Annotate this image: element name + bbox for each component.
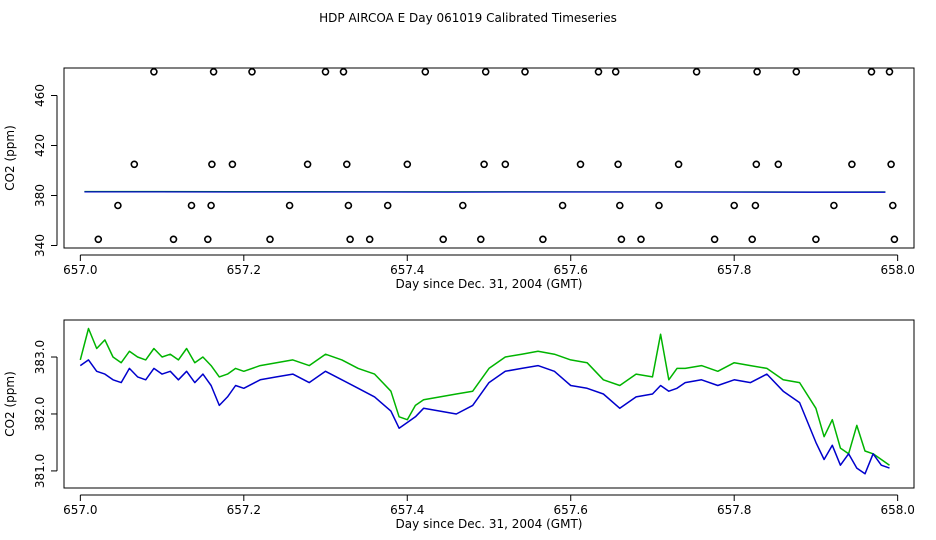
y-axis-title: CO2 (ppm)	[3, 125, 17, 191]
data-point	[187, 201, 196, 210]
y-tick-label: 382.0	[33, 397, 47, 431]
data-point	[812, 235, 820, 244]
data-point	[169, 235, 178, 244]
y-tick-label: 420	[33, 134, 47, 157]
series-line	[79, 359, 890, 475]
data-point	[403, 160, 412, 169]
data-point	[614, 160, 622, 169]
data-point	[710, 235, 719, 244]
x-tick-label: 657.0	[63, 263, 97, 277]
data-point	[521, 68, 529, 76]
x-tick-label: 658.0	[880, 503, 914, 517]
data-point	[480, 160, 488, 169]
x-tick-label: 657.8	[717, 503, 751, 517]
data-point	[753, 68, 761, 76]
data-point	[439, 235, 448, 244]
data-point	[285, 201, 294, 210]
data-point	[476, 235, 485, 244]
series-line	[79, 327, 890, 466]
data-point	[885, 68, 894, 76]
x-tick-label: 657.6	[554, 263, 588, 277]
data-point	[752, 160, 761, 169]
plot-frame	[63, 67, 915, 249]
data-point	[888, 201, 897, 210]
data-point	[637, 235, 645, 244]
y-tick-label: 380	[33, 184, 47, 207]
data-point	[150, 68, 158, 76]
y-tick-label: 340	[33, 234, 47, 257]
data-point	[674, 160, 683, 169]
data-point	[481, 68, 490, 76]
panel-top: 657.0 657.2 657.4 657.6 657.8 658.0 340 380 420 4…	[3, 67, 915, 291]
data-point	[792, 68, 801, 76]
data-point	[576, 160, 585, 169]
y-tick-label: 460	[33, 84, 47, 107]
data-point	[692, 68, 701, 76]
x-tick-label: 657.0	[63, 503, 97, 517]
x-tick-label: 657.4	[390, 263, 424, 277]
data-point	[342, 160, 351, 169]
data-point	[611, 68, 620, 76]
data-point	[887, 160, 895, 169]
x-axis-title: Day since Dec. 31, 2004 (GMT)	[396, 517, 583, 531]
x-tick-label: 657.6	[554, 503, 588, 517]
panel-bottom: 657.0 657.2 657.4 657.6 657.8 658.0 381.0 382.0…	[3, 319, 915, 531]
x-tick-label: 657.2	[227, 503, 261, 517]
data-point	[130, 160, 139, 169]
data-point	[558, 201, 567, 210]
data-point	[421, 68, 430, 76]
data-point	[594, 68, 603, 76]
data-point	[890, 235, 899, 244]
data-point	[114, 201, 122, 210]
data-point	[346, 235, 354, 244]
x-tick-label: 658.0	[880, 263, 914, 277]
data-point	[207, 201, 215, 210]
y-tick-label: 383.0	[33, 340, 47, 374]
data-point	[204, 235, 212, 244]
data-point	[501, 160, 510, 169]
data-point	[321, 68, 330, 76]
data-point	[209, 68, 218, 76]
data-point	[303, 160, 312, 169]
data-point	[655, 201, 663, 210]
data-point	[615, 201, 624, 210]
data-point	[228, 160, 237, 169]
x-tick-label: 657.4	[390, 503, 424, 517]
data-point	[751, 201, 760, 210]
data-point	[344, 201, 353, 210]
y-axis-title: CO2 (ppm)	[3, 371, 17, 437]
y-tick-label: 381.0	[33, 454, 47, 488]
data-point	[365, 235, 374, 244]
data-point	[748, 235, 757, 244]
chart-title: HDP AIRCOA E Day 061019 Calibrated Times…	[319, 11, 617, 25]
data-point	[458, 201, 467, 210]
data-point	[774, 160, 783, 169]
x-axis-title: Day since Dec. 31, 2004 (GMT)	[396, 277, 583, 291]
data-point	[867, 68, 876, 76]
data-point	[266, 235, 274, 244]
data-point	[848, 160, 856, 169]
data-point	[383, 201, 392, 210]
x-tick-label: 657.2	[227, 263, 261, 277]
data-point	[830, 201, 838, 210]
data-point	[539, 235, 547, 244]
data-point	[248, 68, 256, 76]
plot-frame	[63, 319, 915, 489]
data-point	[730, 201, 739, 210]
data-point	[617, 235, 626, 244]
data-point	[94, 235, 103, 244]
x-tick-label: 657.8	[717, 263, 751, 277]
data-point	[208, 160, 216, 169]
data-point	[339, 68, 348, 76]
